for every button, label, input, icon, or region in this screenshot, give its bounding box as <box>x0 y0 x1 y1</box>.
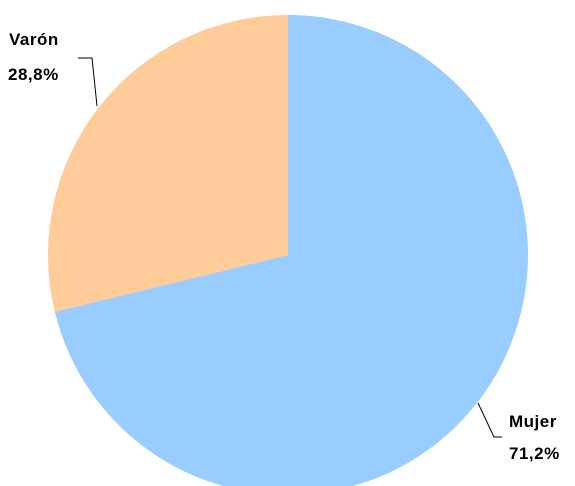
pie-slice-varon <box>48 15 288 312</box>
pie-slices <box>48 15 528 486</box>
slice-percent-label-varon: 28,8% <box>8 65 59 84</box>
slice-percent-label-mujer: 71,2% <box>509 444 560 463</box>
slice-name-label-mujer: Mujer <box>509 412 557 431</box>
leader-line-varon <box>78 57 98 107</box>
slice-name-label-varon: Varón <box>9 30 59 49</box>
pie-slice-mujer <box>54 15 528 486</box>
leader-line-mujer <box>477 402 502 438</box>
